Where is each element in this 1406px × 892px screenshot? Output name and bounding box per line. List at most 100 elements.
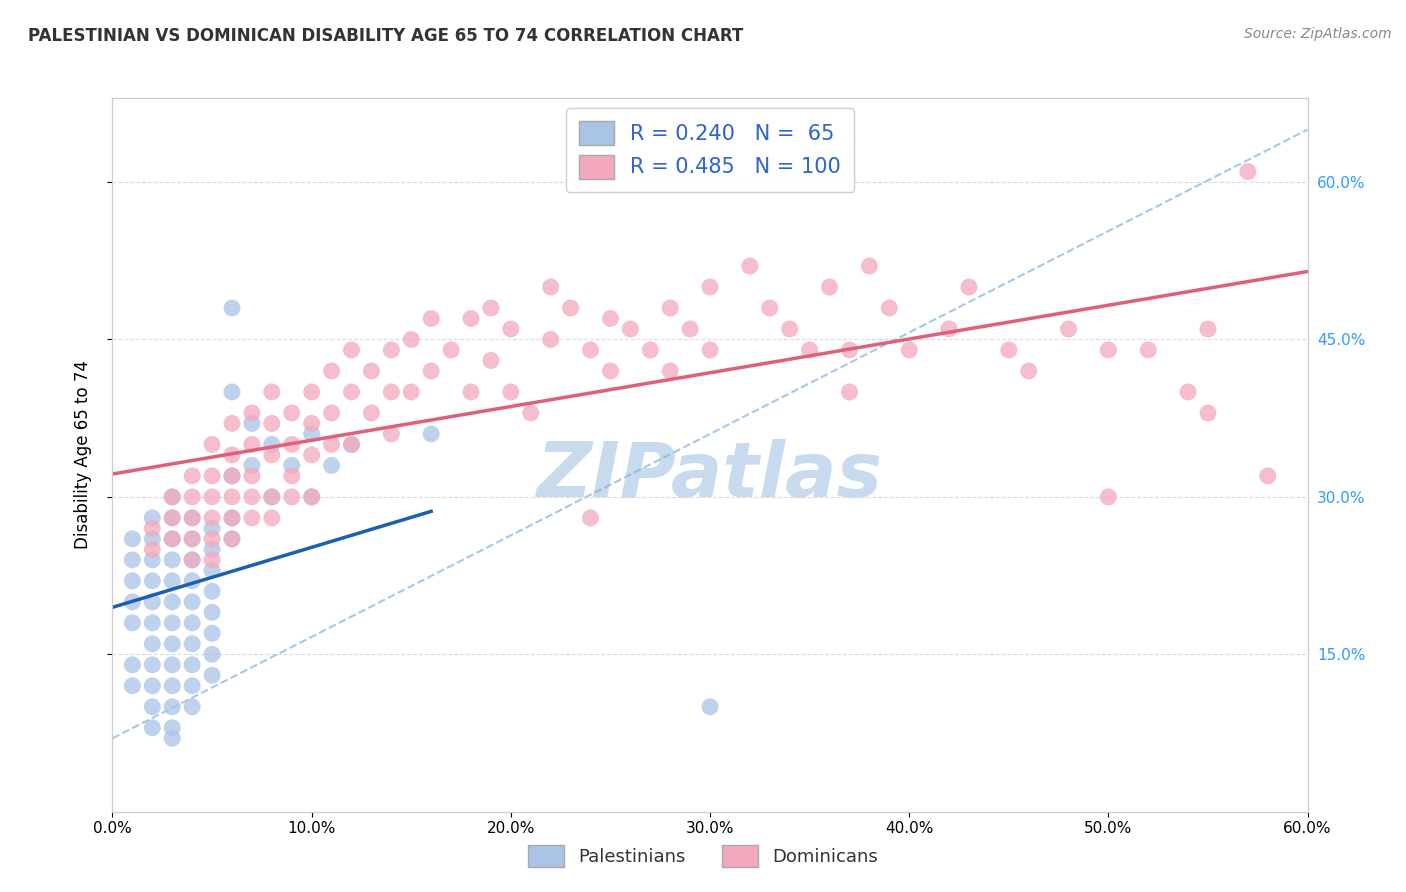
Point xyxy=(141,679,163,693)
Point xyxy=(619,322,641,336)
Point xyxy=(201,521,224,535)
Point xyxy=(1177,384,1199,399)
Point xyxy=(141,657,163,672)
Point xyxy=(181,511,204,525)
Text: ZIPatlas: ZIPatlas xyxy=(537,440,883,513)
Point xyxy=(938,322,960,336)
Point xyxy=(221,511,243,525)
Point xyxy=(141,542,163,557)
Point xyxy=(579,343,602,357)
Point xyxy=(121,553,143,567)
Point xyxy=(260,437,283,451)
Point xyxy=(321,458,343,473)
Point xyxy=(181,469,204,483)
Point xyxy=(162,595,183,609)
Point xyxy=(1097,490,1119,504)
Point xyxy=(162,490,183,504)
Point xyxy=(260,417,283,431)
Point xyxy=(162,679,183,693)
Point xyxy=(499,384,522,399)
Point xyxy=(181,657,204,672)
Point xyxy=(221,448,243,462)
Point xyxy=(998,343,1021,357)
Point xyxy=(181,553,204,567)
Point xyxy=(240,406,263,420)
Point xyxy=(659,301,682,315)
Point xyxy=(560,301,582,315)
Point xyxy=(221,490,243,504)
Point xyxy=(1097,343,1119,357)
Point xyxy=(121,574,143,588)
Point xyxy=(638,343,662,357)
Point xyxy=(260,511,283,525)
Point xyxy=(540,333,562,347)
Point xyxy=(201,563,224,577)
Legend: R = 0.240   N =  65, R = 0.485   N = 100: R = 0.240 N = 65, R = 0.485 N = 100 xyxy=(565,108,855,193)
Point xyxy=(162,637,183,651)
Point xyxy=(181,553,204,567)
Point xyxy=(1237,164,1260,178)
Point xyxy=(240,511,263,525)
Point xyxy=(260,490,283,504)
Point xyxy=(181,699,204,714)
Point xyxy=(162,532,183,546)
Point xyxy=(440,343,463,357)
Point xyxy=(260,384,283,399)
Point xyxy=(679,322,702,336)
Point xyxy=(121,615,143,630)
Point xyxy=(321,437,343,451)
Point xyxy=(240,458,263,473)
Point xyxy=(699,280,721,294)
Point xyxy=(181,511,204,525)
Point xyxy=(141,521,163,535)
Point xyxy=(181,615,204,630)
Point xyxy=(301,448,323,462)
Point xyxy=(181,679,204,693)
Point xyxy=(699,699,721,714)
Point xyxy=(221,417,243,431)
Point xyxy=(738,259,761,273)
Point xyxy=(121,679,143,693)
Point xyxy=(201,532,224,546)
Point xyxy=(181,574,204,588)
Point xyxy=(162,699,183,714)
Point xyxy=(181,637,204,651)
Point xyxy=(260,490,283,504)
Point xyxy=(141,615,163,630)
Point xyxy=(380,426,402,441)
Point xyxy=(201,648,224,662)
Point xyxy=(281,406,304,420)
Point xyxy=(340,437,363,451)
Point xyxy=(420,426,443,441)
Point xyxy=(201,511,224,525)
Point xyxy=(401,333,423,347)
Point xyxy=(141,532,163,546)
Point xyxy=(858,259,880,273)
Point xyxy=(520,406,543,420)
Point xyxy=(162,731,183,746)
Point xyxy=(281,490,304,504)
Point xyxy=(420,311,443,326)
Point xyxy=(659,364,682,378)
Point xyxy=(201,605,224,619)
Point xyxy=(957,280,980,294)
Point xyxy=(1197,322,1219,336)
Text: PALESTINIAN VS DOMINICAN DISABILITY AGE 65 TO 74 CORRELATION CHART: PALESTINIAN VS DOMINICAN DISABILITY AGE … xyxy=(28,27,744,45)
Point xyxy=(301,490,323,504)
Point xyxy=(221,532,243,546)
Point xyxy=(818,280,841,294)
Point xyxy=(1197,406,1219,420)
Point xyxy=(121,595,143,609)
Point xyxy=(360,364,382,378)
Point xyxy=(221,384,243,399)
Point xyxy=(240,490,263,504)
Point xyxy=(201,469,224,483)
Point xyxy=(301,490,323,504)
Text: Source: ZipAtlas.com: Source: ZipAtlas.com xyxy=(1244,27,1392,41)
Point xyxy=(141,721,163,735)
Point xyxy=(360,406,382,420)
Point xyxy=(240,417,263,431)
Point xyxy=(1257,469,1279,483)
Point xyxy=(162,615,183,630)
Point xyxy=(380,384,402,399)
